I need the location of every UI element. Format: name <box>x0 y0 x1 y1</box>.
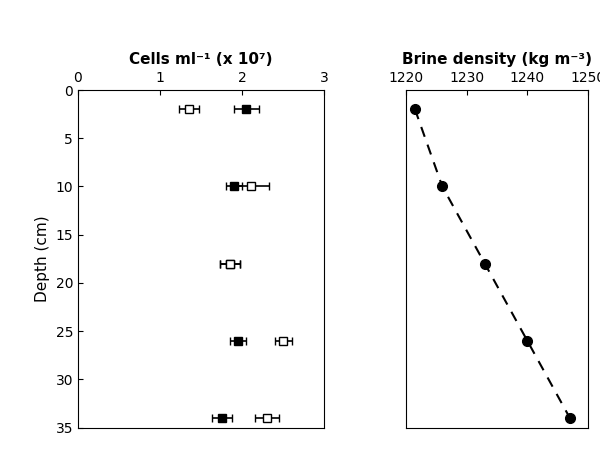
X-axis label: Cells ml⁻¹ (x 10⁷): Cells ml⁻¹ (x 10⁷) <box>130 52 273 67</box>
X-axis label: Brine density (kg m⁻³): Brine density (kg m⁻³) <box>402 52 592 67</box>
Y-axis label: Depth (cm): Depth (cm) <box>35 216 50 302</box>
